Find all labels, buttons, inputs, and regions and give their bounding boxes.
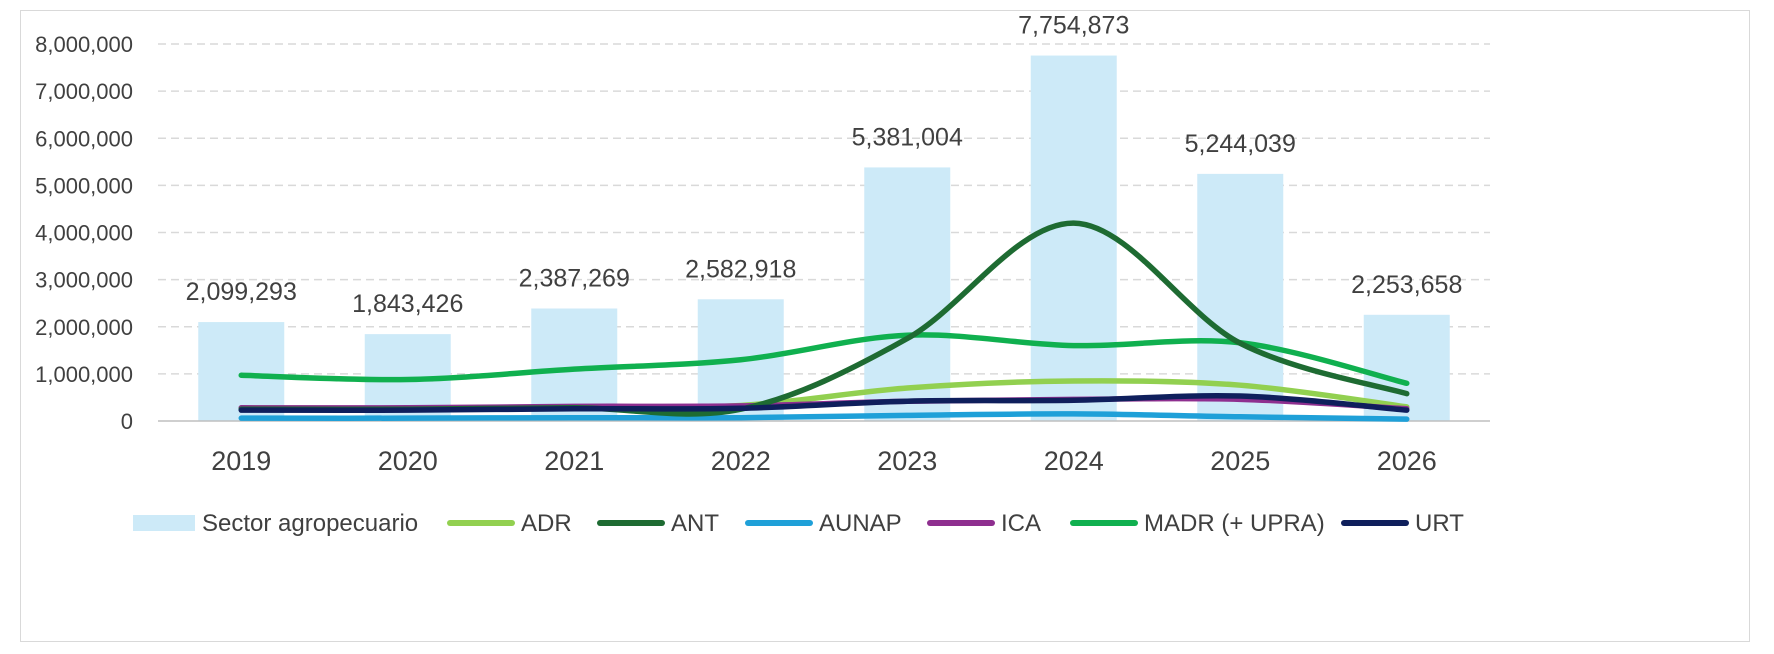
bars-sector-agropecuario [198, 55, 1450, 422]
line-series [238, 220, 1410, 422]
legend-label-urt: URT [1415, 510, 1464, 537]
x-axis: 2019 2020 2021 2022 2023 2024 2025 2026 [211, 446, 1437, 476]
x-tick-label: 2026 [1377, 446, 1437, 476]
legend-label-ant: ANT [671, 510, 719, 537]
bar-2025 [1197, 173, 1284, 421]
gridlines [158, 43, 1490, 375]
x-tick-label: 2023 [877, 446, 937, 476]
x-tick-label: 2025 [1210, 446, 1270, 476]
y-tick-label: 8,000,000 [35, 32, 133, 57]
y-tick-label: 4,000,000 [35, 221, 133, 246]
x-tick-label: 2020 [378, 446, 438, 476]
data-label-2023: 5,381,004 [852, 123, 963, 151]
bar-2021 [531, 308, 618, 421]
data-label-2022: 2,582,918 [685, 255, 796, 283]
x-tick-label: 2019 [211, 446, 271, 476]
data-label-2025: 5,244,039 [1185, 130, 1296, 158]
legend-label-sector-agropecuario: Sector agropecuario [202, 510, 418, 537]
y-tick-label: 7,000,000 [35, 79, 133, 104]
data-label-2026: 2,253,658 [1351, 271, 1462, 299]
legend-swatch-sector-agropecuario [133, 515, 195, 531]
y-tick-label: 2,000,000 [35, 315, 133, 340]
line-urt [238, 392, 1410, 414]
legend-label-madr-upra: MADR (+ UPRA) [1144, 510, 1325, 537]
data-label-2019: 2,099,293 [186, 278, 297, 306]
legend-label-adr: ADR [521, 510, 572, 537]
x-tick-label: 2021 [544, 446, 604, 476]
data-labels: 2,099,293 1,843,426 2,387,269 2,582,918 5,38… [186, 12, 1463, 319]
y-tick-label: 6,000,000 [35, 126, 133, 151]
data-label-2021: 2,387,269 [519, 264, 630, 292]
x-tick-label: 2022 [711, 446, 771, 476]
legend-label-ica: ICA [1001, 510, 1041, 537]
x-tick-label: 2024 [1044, 446, 1104, 476]
bar-2023 [864, 167, 951, 421]
bar-2019 [198, 322, 285, 421]
y-tick-label: 5,000,000 [35, 173, 133, 198]
legend-label-aunap: AUNAP [819, 510, 902, 537]
y-tick-label: 3,000,000 [35, 268, 133, 293]
y-tick-label: 1,000,000 [35, 362, 133, 387]
line-madr-upra [238, 332, 1410, 387]
data-label-2024: 7,754,873 [1018, 12, 1129, 40]
line-aunap [238, 411, 1410, 422]
legend: Sector agropecuario ADR ANT AUNAP ICA MADR (+… [133, 510, 1464, 537]
y-axis: 0 1,000,000 2,000,000 3,000,000 4,000,000 5,0… [35, 32, 133, 434]
data-label-2020: 1,843,426 [352, 290, 463, 318]
bar-2024 [1030, 55, 1117, 422]
y-tick-label: 0 [121, 409, 133, 434]
